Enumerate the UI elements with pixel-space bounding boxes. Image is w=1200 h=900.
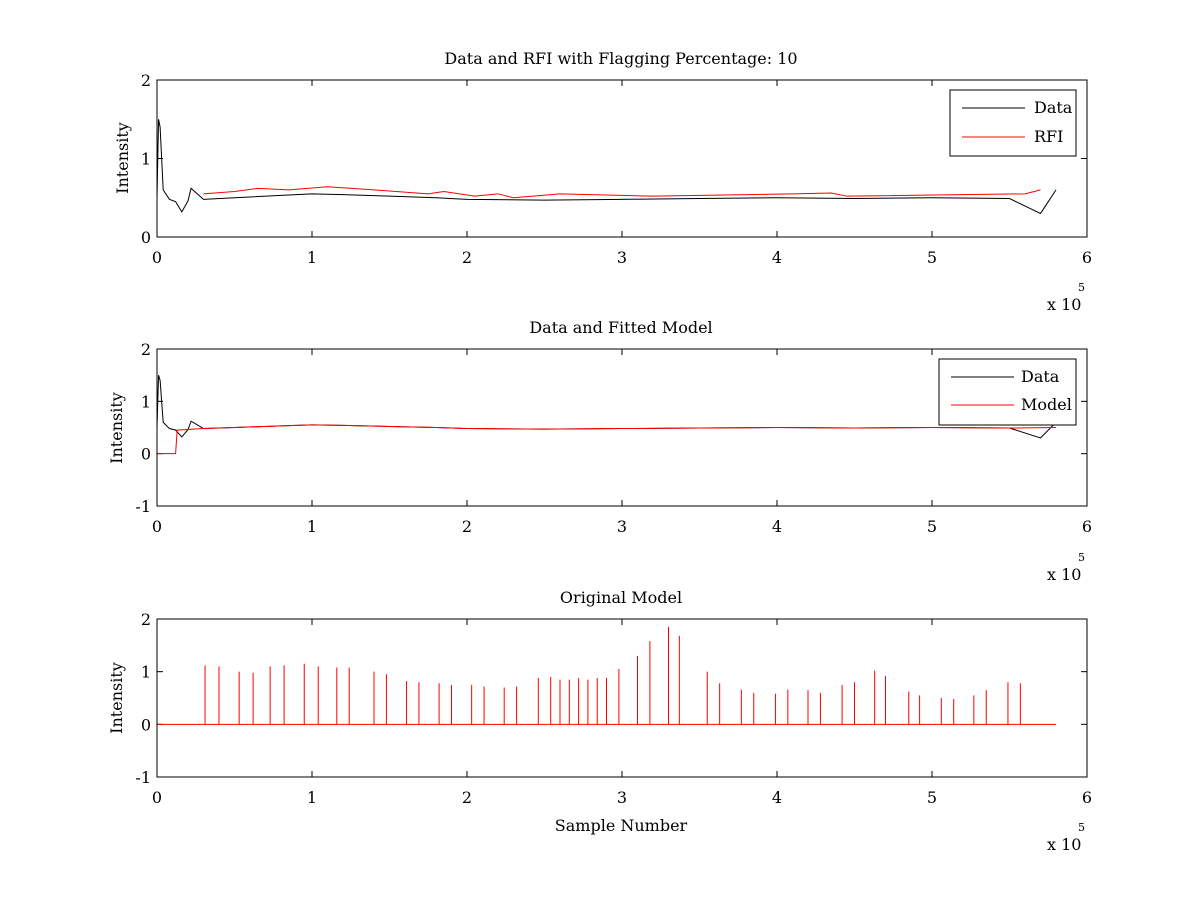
x-multiplier-label: x 10 [1047, 295, 1081, 314]
x-tick-label: 2 [462, 788, 472, 807]
x-tick-label: 1 [307, 788, 317, 807]
x-multiplier: x 10 5 [1047, 821, 1085, 854]
x-tick-label: 6 [1082, 788, 1092, 807]
x-tick-label: 1 [307, 517, 317, 536]
x-tick-label: 0 [152, 788, 162, 807]
series-line-model [157, 424, 1057, 455]
legend-label-data: Data [1034, 98, 1073, 117]
y-tick-label: 1 [141, 392, 151, 411]
x-multiplier: x 10 5 [1047, 551, 1085, 584]
y-tick-label: -1 [135, 497, 151, 516]
y-tick-label: 1 [141, 150, 151, 169]
axes-frame [156, 79, 1088, 238]
x-axis-label: Sample Number [555, 816, 688, 835]
subplot-rfi: Data and RFI with Flagging Percentage: 1… [113, 49, 1092, 314]
legend: Data RFI [949, 89, 1077, 157]
y-axis-label: Intensity [107, 392, 126, 464]
series-line-model [157, 626, 1056, 725]
plot-area [157, 626, 1056, 725]
y-tick-label: 2 [141, 610, 151, 629]
x-tick-label: 1 [307, 248, 317, 267]
x-tick-label: 3 [617, 517, 627, 536]
axes-frame [156, 618, 1088, 778]
axes-frame [156, 348, 1088, 507]
subplot-model: Data and Fitted Model Intensity x 10 5 0… [107, 318, 1092, 584]
x-tick-label: 6 [1082, 248, 1092, 267]
x-tick-label: 2 [462, 248, 472, 267]
series-line-data [156, 119, 1057, 215]
x-tick-label: 2 [462, 517, 472, 536]
legend-label-rfi: RFI [1034, 127, 1063, 146]
plot-area [156, 119, 1057, 215]
x-tick-label: 0 [152, 517, 162, 536]
subplot-title: Data and Fitted Model [529, 318, 712, 337]
x-tick-label: 4 [772, 788, 782, 807]
legend-box [949, 89, 1077, 157]
x-multiplier-exponent: 5 [1078, 821, 1085, 834]
legend-label-model: Model [1021, 395, 1072, 414]
y-axis-label: Intensity [113, 122, 132, 194]
y-axis-label: Intensity [107, 662, 126, 734]
x-tick-label: 5 [927, 788, 937, 807]
subplot-original: Original Model Intensity Sample Number x… [107, 588, 1092, 854]
series-line-rfi [203, 186, 1041, 199]
y-tick-label: 0 [141, 228, 151, 247]
legend-label-data: Data [1021, 367, 1060, 386]
x-tick-label: 4 [772, 517, 782, 536]
x-tick-label: 5 [927, 248, 937, 267]
x-multiplier-exponent: 5 [1078, 281, 1085, 294]
x-tick-label: 3 [617, 788, 627, 807]
legend-box [938, 358, 1077, 426]
plot-area [156, 375, 1057, 455]
x-tick-label: 0 [152, 248, 162, 267]
x-tick-label: 3 [617, 248, 627, 267]
subplot-title: Original Model [560, 588, 682, 607]
y-tick-label: 2 [141, 340, 151, 359]
x-multiplier: x 10 5 [1047, 281, 1085, 314]
legend: Data Model [938, 358, 1077, 426]
x-tick-label: 5 [927, 517, 937, 536]
x-tick-label: 6 [1082, 517, 1092, 536]
x-multiplier-label: x 10 [1047, 835, 1081, 854]
y-tick-label: 1 [141, 663, 151, 682]
x-multiplier-exponent: 5 [1078, 551, 1085, 564]
y-tick-label: 0 [141, 715, 151, 734]
y-tick-label: -1 [135, 768, 151, 787]
x-multiplier-label: x 10 [1047, 565, 1081, 584]
subplot-title: Data and RFI with Flagging Percentage: 1… [444, 49, 797, 68]
y-tick-label: 2 [141, 71, 151, 90]
x-tick-label: 4 [772, 248, 782, 267]
y-tick-label: 0 [141, 445, 151, 464]
